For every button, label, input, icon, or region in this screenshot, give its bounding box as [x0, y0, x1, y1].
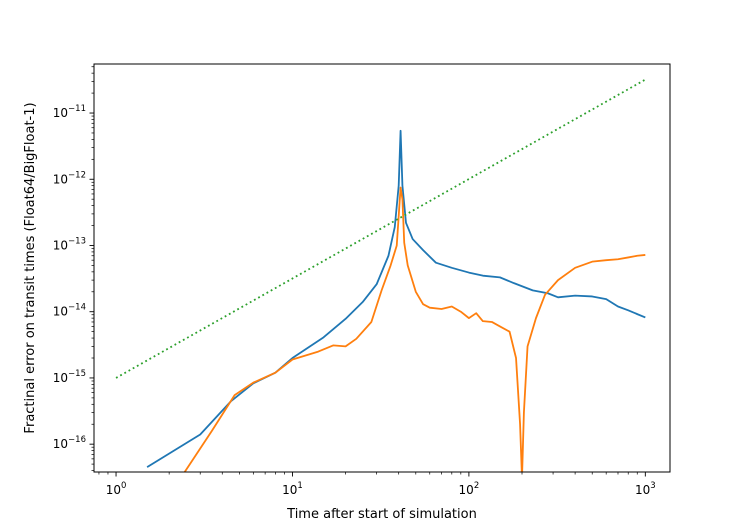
series-line-2: [183, 186, 646, 472]
y-tick-label: 10−11: [53, 104, 86, 120]
series-line-3: [115, 78, 646, 379]
x-tick-label: 102: [459, 481, 480, 497]
x-tick-label: 101: [282, 481, 303, 497]
x-tick-label: 103: [635, 481, 656, 497]
y-axis-label: Fractinal error on transit times (Float6…: [23, 102, 38, 433]
y-tick-label: 10−13: [53, 236, 86, 252]
y-tick-label: 10−16: [53, 435, 86, 451]
y-tick-label: 10−12: [53, 170, 86, 186]
series-layer: [115, 78, 646, 472]
x-axis-label: Time after start of simulation: [286, 507, 477, 522]
plot-frame: [93, 63, 671, 473]
ticks-layer: 100 101 102 103 10−16 10−15 10−14 10−13 10−12 10−…: [53, 66, 656, 497]
y-tick-label: 10−14: [53, 303, 86, 319]
series-line-1: [146, 129, 646, 468]
x-tick-label: 100: [106, 481, 127, 497]
y-tick-label: 10−15: [53, 369, 86, 385]
